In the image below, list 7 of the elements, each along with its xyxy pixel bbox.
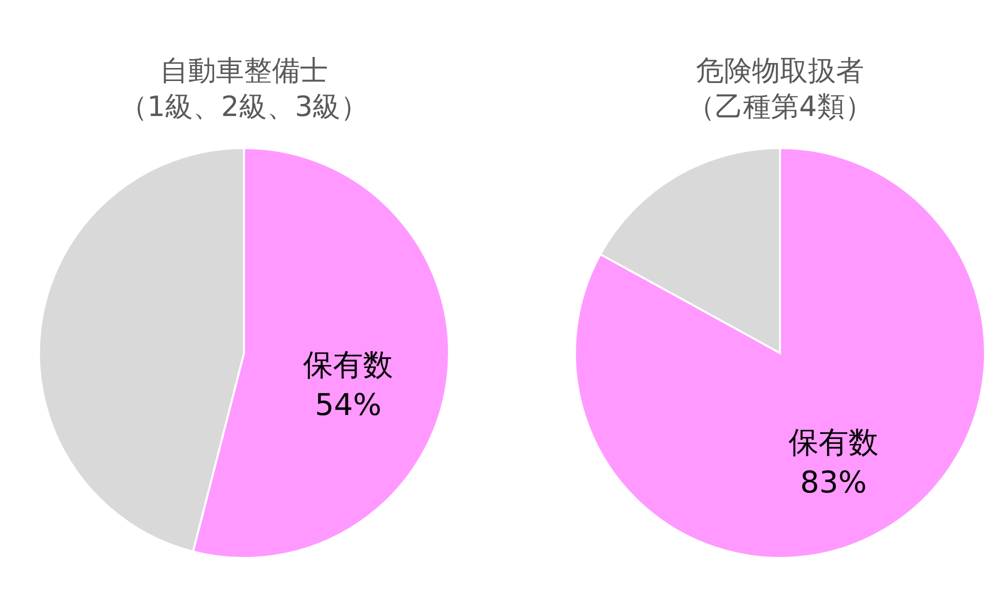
pie-slice [574,147,986,559]
chart-title: 自動車整備士（1級、2級、3級） [119,54,369,123]
data-label: 54% [314,388,382,424]
slice-label: 保有数 [788,425,878,460]
chart-title: 危険物取扱者（乙種第4類） [687,54,873,123]
data-label: 83% [800,465,867,500]
slice-label: 保有数 [303,348,394,384]
